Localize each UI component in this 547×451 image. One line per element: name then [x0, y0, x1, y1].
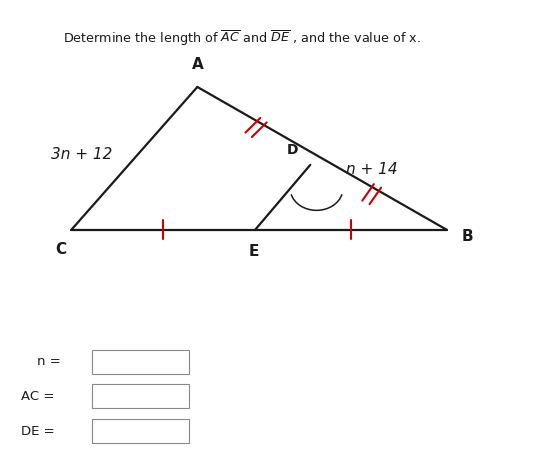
Text: n =: n =: [37, 355, 61, 368]
Text: Determine the length of $\overline{AC}$ and $\overline{DE}$ , and the value of x: Determine the length of $\overline{AC}$ …: [63, 28, 421, 48]
Bar: [92, 384, 189, 408]
Text: AC =: AC =: [21, 390, 55, 403]
Text: n + 14: n + 14: [346, 162, 398, 177]
Bar: [92, 350, 189, 373]
Text: D: D: [287, 143, 299, 157]
Bar: [92, 419, 189, 443]
Text: A: A: [191, 57, 203, 72]
Text: C: C: [55, 242, 66, 257]
Text: 3n + 12: 3n + 12: [51, 147, 113, 161]
Text: DE =: DE =: [21, 425, 55, 437]
Text: B: B: [462, 229, 473, 244]
Text: E: E: [248, 244, 259, 259]
